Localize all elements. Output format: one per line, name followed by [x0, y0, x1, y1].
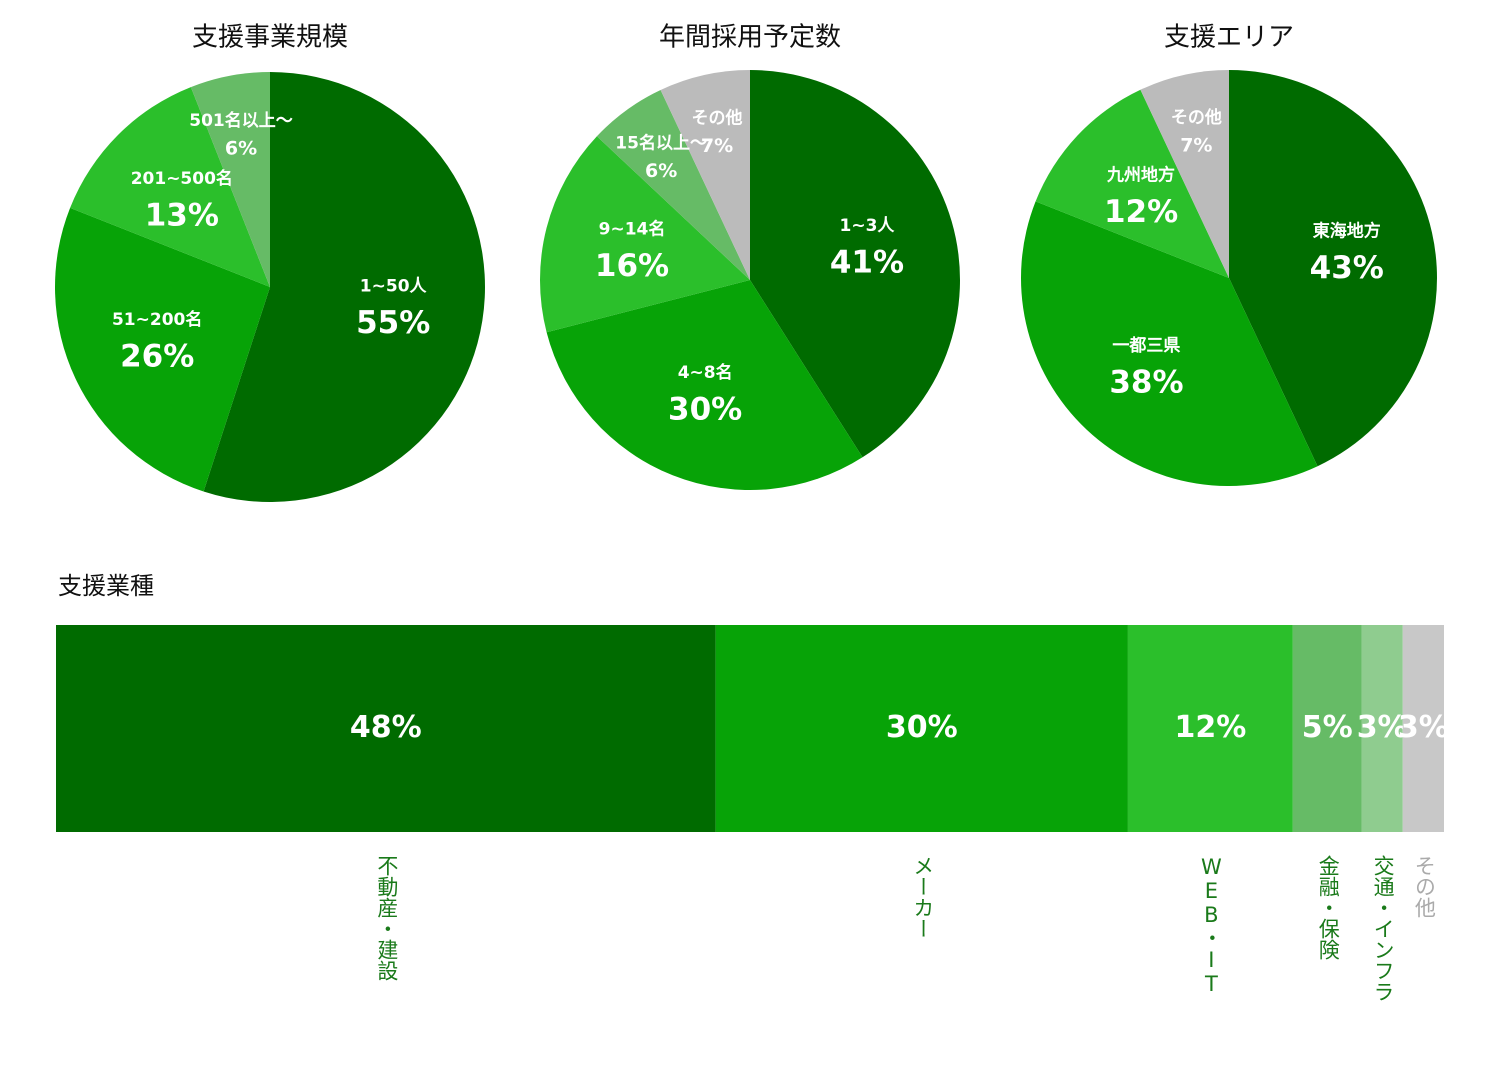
- bar-segment: [56, 625, 716, 832]
- bar-category: 交通・インフラ: [1371, 855, 1395, 1002]
- slice-category: 501名以上～: [189, 110, 293, 131]
- slice-category: 9~14名: [599, 219, 666, 240]
- slice-value: 6%: [225, 137, 257, 159]
- slice-category: 1~50人: [360, 277, 428, 297]
- bar-category: 不動産・建設: [375, 855, 399, 981]
- bar-category: WEB・IT: [1199, 855, 1223, 996]
- bar-value: 12%: [1174, 710, 1246, 745]
- slice-value: 7%: [1180, 134, 1212, 156]
- bar-category: その他: [1412, 855, 1436, 918]
- slice-value: 55%: [356, 305, 430, 341]
- pie-slice: [54, 207, 270, 492]
- slice-category: 4~8名: [678, 362, 733, 383]
- bar-value: 48%: [350, 710, 422, 745]
- pie-slice: [1021, 201, 1318, 487]
- pie-slice: [660, 70, 750, 280]
- chart-title: 支援エリア: [1164, 23, 1294, 53]
- bar-segment: [1127, 625, 1293, 832]
- bar-segment: [1361, 625, 1403, 832]
- pie-slice: [190, 72, 270, 287]
- slice-value: 38%: [1109, 364, 1183, 400]
- slice-category: 東海地方: [1313, 221, 1381, 242]
- bar-segment: [1292, 625, 1362, 832]
- pie-slice: [70, 87, 270, 287]
- pie-slice: [1140, 70, 1229, 278]
- bar-category: メーカー: [911, 855, 935, 939]
- bar-category: 金融・保険: [1316, 855, 1340, 960]
- chart-title: 支援事業規模: [192, 23, 348, 53]
- chart-title: 支援業種: [58, 572, 154, 600]
- slice-category: 15名以上～: [615, 133, 707, 154]
- slice-category: その他: [692, 107, 743, 128]
- slice-category: 九州地方: [1106, 164, 1175, 185]
- bar-segment: [1402, 625, 1444, 832]
- slice-value: 26%: [120, 339, 194, 375]
- slice-category: 51~200名: [112, 309, 202, 330]
- pie-slice: [539, 136, 750, 333]
- slice-value: 43%: [1310, 250, 1384, 286]
- bar-value: 3%: [1357, 710, 1408, 745]
- bar-value: 3%: [1398, 710, 1449, 745]
- slice-value: 30%: [668, 392, 742, 428]
- pie-slice: [750, 70, 961, 458]
- slice-value: 13%: [145, 197, 219, 233]
- slice-value: 12%: [1104, 194, 1178, 230]
- bar-value: 30%: [886, 710, 958, 745]
- pie-slice: [596, 89, 750, 280]
- slice-value: 16%: [595, 248, 669, 284]
- slice-value: 41%: [830, 245, 904, 281]
- slice-category: 一都三県: [1112, 335, 1180, 356]
- pie-slice: [1035, 89, 1229, 278]
- slice-value: 6%: [645, 160, 677, 182]
- slice-category: その他: [1171, 107, 1222, 128]
- pie-slice: [203, 72, 486, 502]
- pie-slice: [1229, 70, 1438, 467]
- slice-value: 7%: [701, 135, 733, 157]
- bar-value: 5%: [1302, 710, 1353, 745]
- pie-slice: [546, 280, 863, 490]
- slice-category: 1~3人: [840, 216, 896, 236]
- slice-category: 201~500名: [131, 168, 233, 189]
- chart-title: 年間採用予定数: [659, 23, 841, 53]
- bar-segment: [715, 625, 1128, 832]
